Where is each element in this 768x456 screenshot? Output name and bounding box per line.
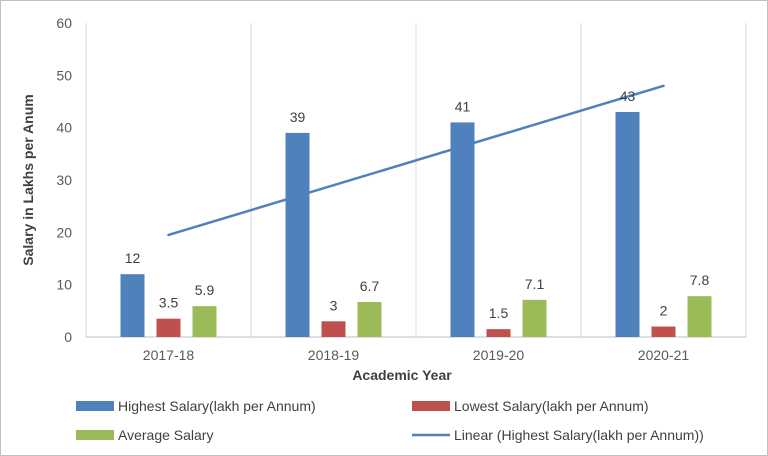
data-labels: 12 39 41 43 3.5 3 1.5 2 5.9 6.7 7.1 7.8 bbox=[125, 88, 710, 321]
legend-label: Average Salary bbox=[118, 427, 213, 443]
data-label: 3 bbox=[330, 297, 338, 313]
bar bbox=[450, 122, 475, 337]
data-label: 5.9 bbox=[195, 282, 215, 298]
legend-swatch bbox=[76, 430, 114, 440]
bar bbox=[192, 306, 217, 337]
bar bbox=[486, 329, 511, 337]
axes: 0 10 20 30 40 50 60 2017-18 2018-19 2019-20 2020-2… bbox=[56, 15, 746, 363]
y-tick-label: 0 bbox=[64, 329, 72, 345]
y-tick-label: 10 bbox=[56, 277, 72, 293]
legend-swatch bbox=[412, 401, 450, 411]
bars bbox=[120, 111, 712, 337]
trendline bbox=[167, 84, 665, 237]
bar bbox=[321, 321, 346, 337]
data-label: 2 bbox=[660, 303, 668, 319]
x-tick-label: 2018-19 bbox=[308, 347, 360, 363]
y-tick-label: 50 bbox=[56, 67, 72, 83]
bar bbox=[120, 274, 145, 337]
bar bbox=[357, 301, 382, 337]
y-tick-label: 30 bbox=[56, 172, 72, 188]
legend-label: Highest Salary(lakh per Annum) bbox=[118, 398, 316, 414]
data-label: 39 bbox=[290, 109, 306, 125]
data-label: 41 bbox=[455, 98, 471, 114]
x-axis-title: Academic Year bbox=[352, 367, 452, 383]
bar bbox=[615, 111, 640, 337]
x-tick-label: 2017-18 bbox=[143, 347, 195, 363]
x-tick-label: 2019-20 bbox=[473, 347, 525, 363]
legend-label: Lowest Salary(lakh per Annum) bbox=[454, 398, 649, 414]
data-label: 12 bbox=[125, 250, 141, 266]
bar bbox=[156, 318, 181, 337]
y-tick-label: 20 bbox=[56, 224, 72, 240]
trendline-layer bbox=[167, 84, 665, 237]
data-label: 1.5 bbox=[489, 305, 509, 321]
data-label: 3.5 bbox=[159, 295, 179, 311]
bar bbox=[651, 326, 676, 337]
legend-label: Linear (Highest Salary(lakh per Annum)) bbox=[454, 427, 704, 443]
data-label: 7.1 bbox=[525, 276, 545, 292]
y-tick-label: 60 bbox=[56, 15, 72, 31]
data-label: 6.7 bbox=[360, 278, 380, 294]
data-label: 7.8 bbox=[690, 272, 710, 288]
legend-swatch bbox=[76, 401, 114, 411]
bar bbox=[687, 296, 712, 337]
legend: Highest Salary(lakh per Annum) Lowest Sal… bbox=[76, 398, 704, 443]
x-tick-label: 2020-21 bbox=[638, 347, 690, 363]
bar bbox=[285, 132, 310, 337]
bar bbox=[522, 299, 547, 337]
y-tick-label: 40 bbox=[56, 120, 72, 136]
data-label: 43 bbox=[620, 88, 636, 104]
gridlines bbox=[85, 23, 747, 337]
y-axis-title: Salary in Lakhs per Anum bbox=[20, 94, 36, 265]
